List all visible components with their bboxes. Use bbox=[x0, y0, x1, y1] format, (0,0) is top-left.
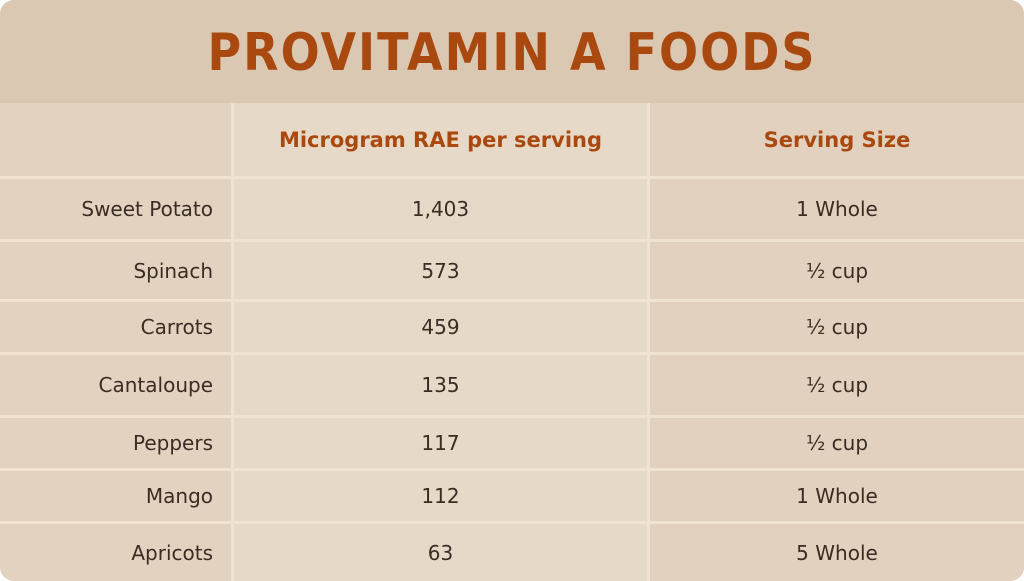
table-title: PROVITAMIN A FOODS bbox=[207, 21, 817, 82]
row-label: Cantaloupe bbox=[0, 355, 231, 415]
serving-size-cell: ½ cup bbox=[650, 418, 1024, 468]
rae-value-cell: 117 bbox=[234, 418, 647, 468]
rae-value-cell: 112 bbox=[234, 471, 647, 521]
header-cell-serving-size: Serving Size bbox=[650, 103, 1024, 176]
serving-size-cell: 1 Whole bbox=[650, 471, 1024, 521]
title-band: PROVITAMIN A FOODS bbox=[0, 0, 1024, 103]
serving-size-cell: ½ cup bbox=[650, 355, 1024, 415]
serving-size-cell: ½ cup bbox=[650, 242, 1024, 299]
header-cell-rae: Microgram RAE per serving bbox=[234, 103, 647, 176]
row-label: Sweet Potato bbox=[0, 179, 231, 239]
row-label: Mango bbox=[0, 471, 231, 521]
row-label: Peppers bbox=[0, 418, 231, 468]
serving-size-cell: ½ cup bbox=[650, 302, 1024, 352]
serving-size-cell: 5 Whole bbox=[650, 524, 1024, 581]
rae-value-cell: 135 bbox=[234, 355, 647, 415]
rae-value-cell: 63 bbox=[234, 524, 647, 581]
row-label: Carrots bbox=[0, 302, 231, 352]
rae-value-cell: 459 bbox=[234, 302, 647, 352]
rae-value-cell: 1,403 bbox=[234, 179, 647, 239]
row-label: Apricots bbox=[0, 524, 231, 581]
rae-value-cell: 573 bbox=[234, 242, 647, 299]
serving-size-cell: 1 Whole bbox=[650, 179, 1024, 239]
header-cell-food bbox=[0, 103, 231, 176]
data-table: Microgram RAE per serving Serving Size S… bbox=[0, 103, 1024, 581]
row-label: Spinach bbox=[0, 242, 231, 299]
